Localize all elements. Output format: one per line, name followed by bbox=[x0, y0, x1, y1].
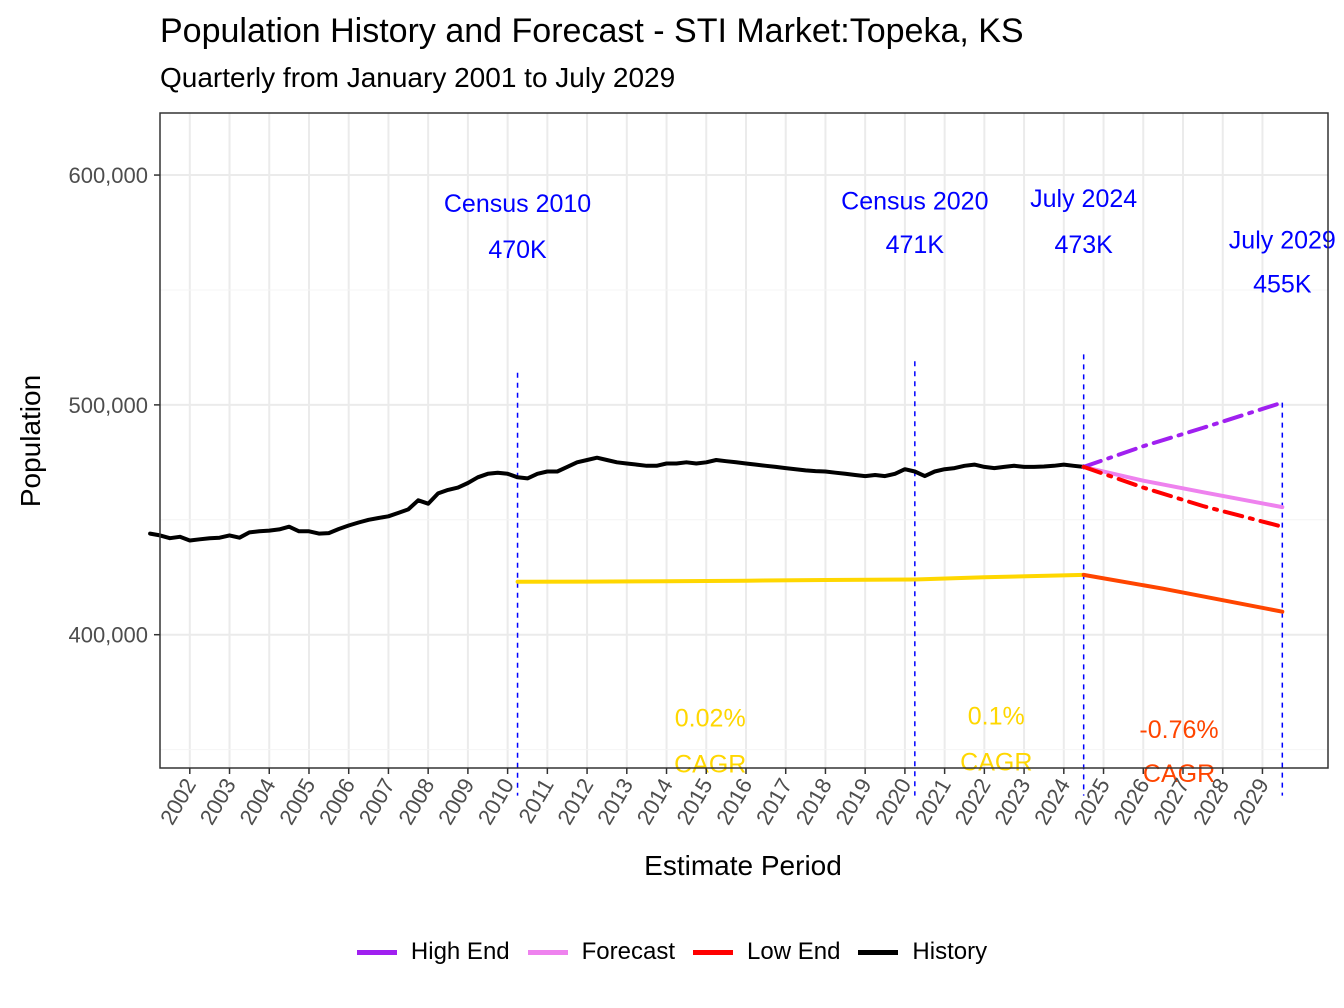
axes: 400,000500,000600,0002002200320042005200… bbox=[68, 163, 1273, 829]
ann-census-2010-line2: 470K bbox=[488, 236, 547, 264]
legend-item-history: History bbox=[858, 938, 987, 966]
x-tick-label: 2011 bbox=[513, 774, 558, 827]
legend-item-forecast: Forecast bbox=[527, 938, 676, 966]
series-line-low-end bbox=[1081, 464, 1285, 529]
x-tick-label: 2022 bbox=[950, 774, 996, 829]
legend-swatch bbox=[527, 949, 568, 955]
y-tick-label: 600,000 bbox=[68, 163, 148, 188]
chart-subtitle: Quarterly from January 2001 to July 2029 bbox=[160, 62, 676, 93]
x-tick-label: 2017 bbox=[751, 774, 797, 829]
ann-cagr-2010-line1: 0.02% bbox=[675, 705, 746, 733]
legend-item-high-end: High End bbox=[356, 938, 510, 966]
grid bbox=[160, 113, 1328, 768]
legend-label: High End bbox=[410, 938, 510, 965]
series-line-high-end bbox=[1081, 400, 1285, 469]
legend: High End Forecast Low End History bbox=[0, 938, 1344, 966]
x-tick-label: 2020 bbox=[870, 774, 916, 829]
x-tick-label: 2019 bbox=[830, 774, 876, 829]
series-line-cagr-2024-2029 bbox=[1081, 572, 1285, 614]
ann-cagr-2010-line2: CAGR bbox=[674, 751, 746, 779]
x-tick-label: 2018 bbox=[791, 774, 837, 829]
annotations: Census 2010 470K Census 2020 471K July 2024 4… bbox=[444, 185, 1336, 788]
ann-july-2029-line2: 455K bbox=[1253, 270, 1312, 298]
x-tick-label: 2010 bbox=[473, 774, 519, 829]
series-line-cagr-2010-2020 bbox=[515, 577, 917, 584]
x-tick-label: 2003 bbox=[195, 774, 241, 829]
x-tick-label: 2008 bbox=[393, 774, 439, 829]
x-tick-label: 2023 bbox=[989, 774, 1035, 829]
series-line-cagr-2020-2024 bbox=[912, 572, 1086, 582]
ann-cagr-2020-line2: CAGR bbox=[960, 748, 1032, 776]
series-line-forecast bbox=[1081, 464, 1285, 510]
legend-label: History bbox=[912, 938, 988, 965]
ann-census-2020-line1: Census 2020 bbox=[841, 188, 988, 216]
ann-census-2020-line2: 471K bbox=[886, 231, 945, 259]
ann-cagr-2020-line1: 0.1% bbox=[968, 702, 1025, 730]
x-tick-label: 2013 bbox=[592, 774, 638, 829]
ann-cagr-2024-line1: -0.76% bbox=[1139, 716, 1218, 744]
legend-swatch bbox=[356, 949, 397, 955]
x-tick-label: 2002 bbox=[155, 774, 201, 829]
y-tick-label: 400,000 bbox=[68, 623, 148, 648]
x-tick-label: 2015 bbox=[671, 774, 717, 829]
x-tick-label: 2004 bbox=[234, 774, 280, 829]
x-tick-label: 2024 bbox=[1029, 774, 1075, 829]
legend-swatch bbox=[693, 949, 734, 955]
x-tick-label: 2021 bbox=[910, 774, 956, 829]
x-tick-label: 2006 bbox=[314, 774, 360, 829]
legend-item-low-end: Low End bbox=[693, 938, 840, 966]
x-tick-label: 2012 bbox=[552, 774, 598, 829]
ann-july-2024-line1: July 2024 bbox=[1030, 185, 1137, 213]
ann-census-2010-line1: Census 2010 bbox=[444, 190, 591, 218]
x-tick-label: 2005 bbox=[274, 774, 320, 829]
y-tick-label: 500,000 bbox=[68, 393, 148, 418]
series-lines bbox=[148, 400, 1285, 614]
x-tick-label: 2016 bbox=[711, 774, 757, 829]
chart-title: Population History and Forecast - STI Ma… bbox=[160, 12, 1024, 50]
x-tick-label: 2007 bbox=[354, 774, 400, 829]
x-tick-label: 2009 bbox=[433, 774, 479, 829]
x-tick-label: 2029 bbox=[1228, 774, 1274, 829]
ann-july-2024-line2: 473K bbox=[1054, 231, 1113, 259]
ann-july-2029-line1: July 2029 bbox=[1229, 227, 1336, 255]
series-line-history bbox=[148, 455, 1086, 543]
line-chart: Census 2010 470K Census 2020 471K July 2024 4… bbox=[15, 112, 1336, 881]
x-tick-label: 2014 bbox=[632, 774, 678, 829]
legend-label: Forecast bbox=[581, 938, 676, 965]
legend-swatch bbox=[858, 949, 899, 955]
ann-cagr-2024-line2: CAGR bbox=[1143, 760, 1215, 788]
y-axis-title: Population bbox=[15, 375, 46, 507]
x-axis-title: Estimate Period bbox=[644, 850, 842, 881]
legend-label: Low End bbox=[747, 938, 841, 965]
plot-panel-border bbox=[159, 112, 1329, 769]
x-tick-label: 2025 bbox=[1069, 774, 1115, 829]
